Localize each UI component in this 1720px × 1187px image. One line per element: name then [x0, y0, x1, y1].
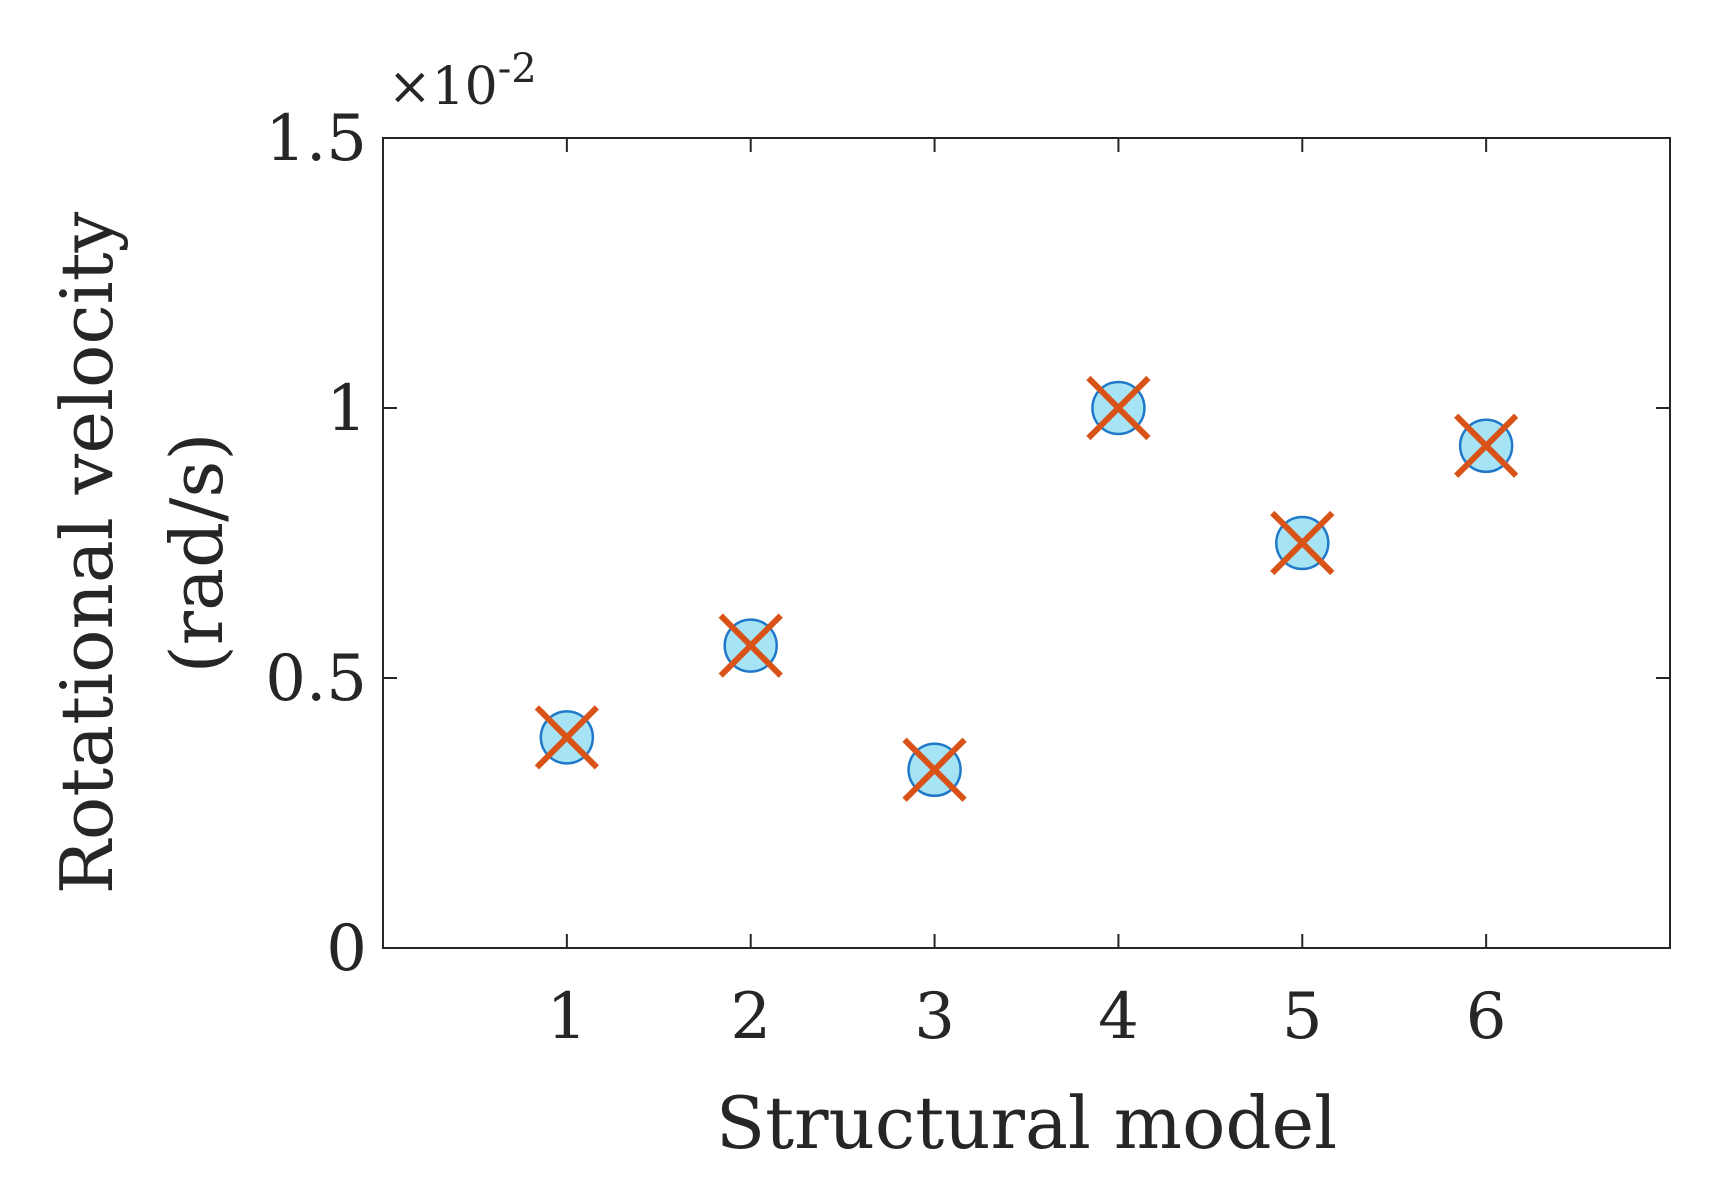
- x-marker-stroke: [718, 613, 783, 678]
- x-tick-label: 5: [1282, 980, 1323, 1054]
- x-marker: [902, 737, 967, 802]
- y-exponent-base: ×10: [388, 57, 498, 117]
- y-axis-label: Rotational velocity (rad/s): [45, 211, 239, 894]
- x-marker: [1454, 413, 1519, 478]
- x-tick-label: 1: [546, 980, 587, 1054]
- x-marker-stroke: [902, 737, 967, 802]
- x-tick-label: 6: [1466, 980, 1507, 1054]
- y-exponent-power: -2: [498, 46, 537, 92]
- x-marker: [718, 613, 783, 678]
- x-marker-stroke: [1270, 510, 1335, 576]
- x-axis-label: Structural model: [716, 1081, 1337, 1165]
- y-axis-label-line-1: Rotational velocity: [45, 211, 129, 894]
- y-tick-label: 0.5: [265, 642, 367, 716]
- y-exponent-label: ×10-2: [388, 46, 537, 117]
- y-tick-label: 1: [326, 372, 367, 446]
- data-markers: [534, 375, 1519, 802]
- y-axis-label-line-2: (rad/s): [155, 433, 239, 674]
- x-tick-label: 2: [730, 980, 771, 1054]
- x-marker-stroke: [1086, 375, 1151, 441]
- x-marker: [534, 705, 599, 770]
- x-tick-label: 4: [1098, 980, 1139, 1054]
- y-axis-ticks: 0 0.5 1 1.5: [265, 102, 1670, 986]
- y-tick-label: 0: [326, 912, 367, 986]
- x-marker: [1270, 510, 1335, 576]
- x-marker-stroke: [1454, 413, 1519, 478]
- x-tick-label: 3: [914, 980, 955, 1054]
- plot-area-frame: [382, 137, 1671, 949]
- x-marker: [1086, 375, 1151, 441]
- y-tick-label: 1.5: [265, 102, 367, 176]
- x-axis-ticks: 1 2 3 4 5 6: [546, 138, 1507, 1054]
- x-marker-stroke: [534, 705, 599, 770]
